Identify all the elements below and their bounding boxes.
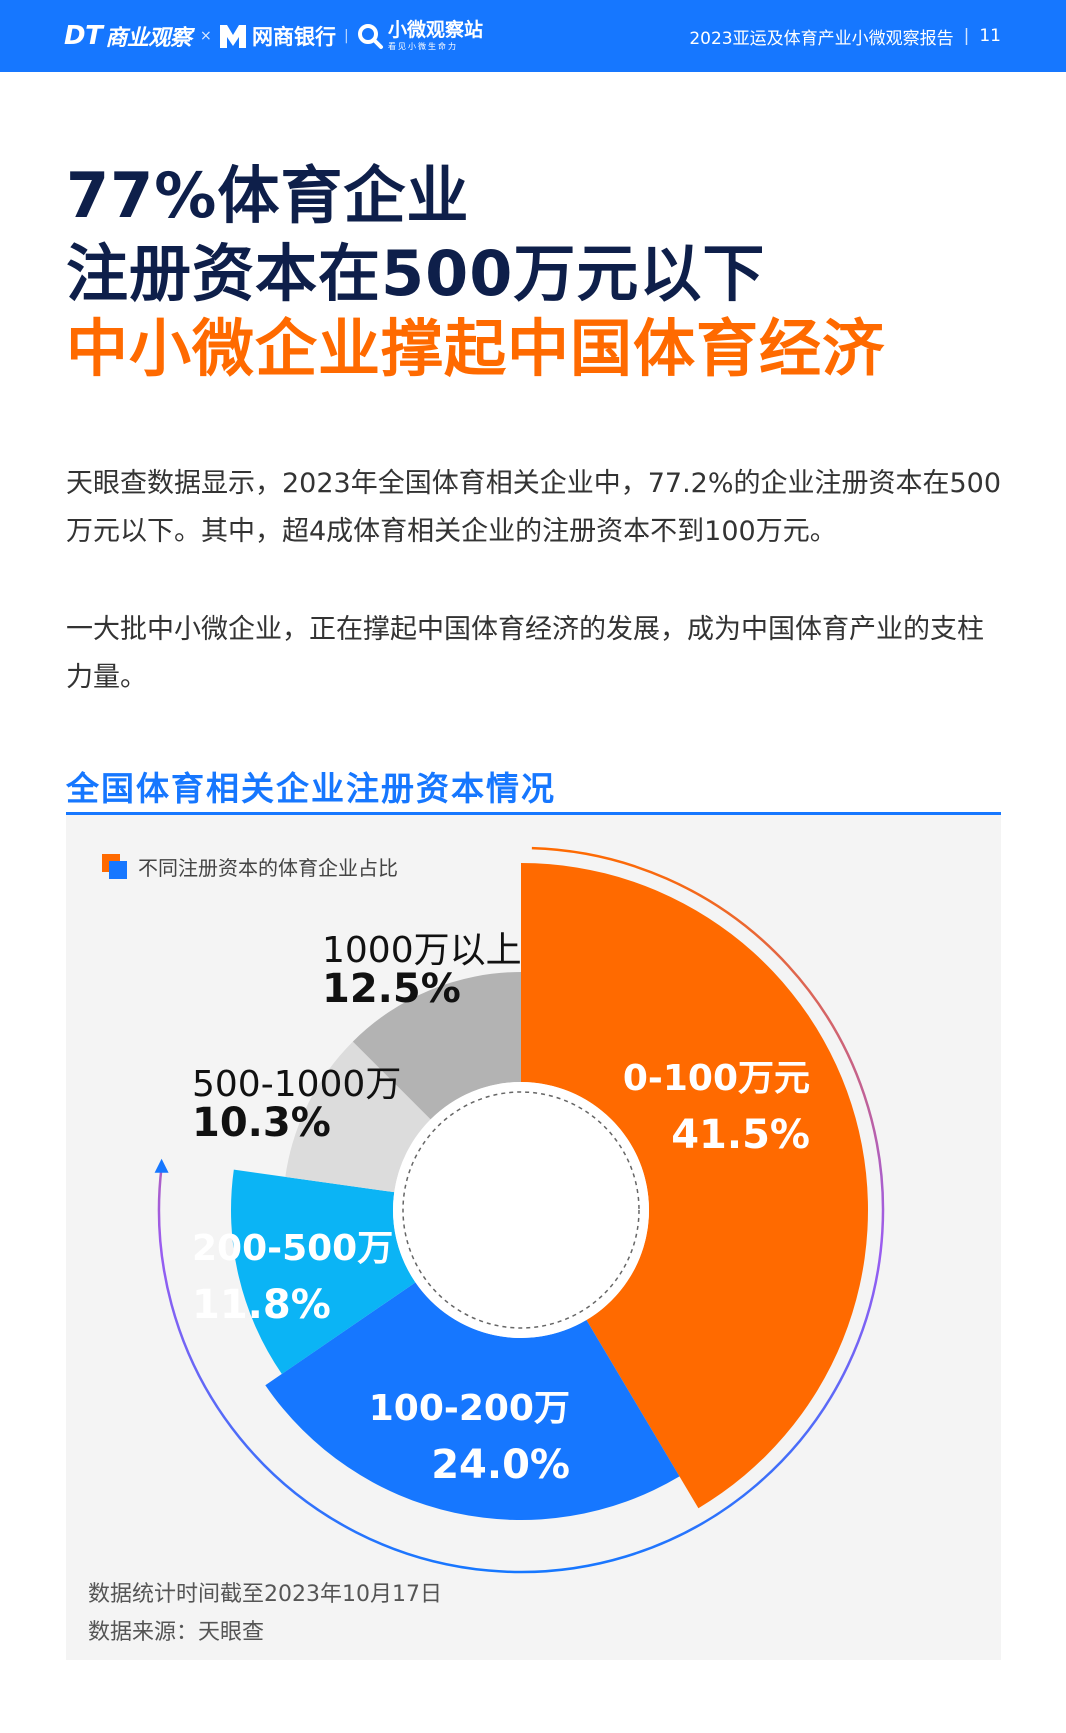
donut-slice-2 [230, 1169, 416, 1374]
xiaowei-logo-subtext: 看见小微生命力 [388, 42, 458, 51]
report-separator: | [963, 26, 970, 46]
headline-line-3: 中小微企业撑起中国体育经济 [66, 312, 886, 385]
slice-value-2: 11.8% [192, 1282, 331, 1328]
headline-line-1: 77%体育企业 [66, 159, 470, 232]
mybank-m-icon [220, 25, 246, 48]
slice-label-0: 0-100万元 [623, 1058, 810, 1099]
slice-value-1: 24.0% [431, 1442, 570, 1488]
legend-label: 不同注册资本的体育企业占比 [138, 856, 398, 880]
body-paragraph-2: 一大批中小微企业，正在撑起中国体育经济的发展，成为中国体育产业的支柱力量。 [66, 614, 984, 693]
body-paragraph-1: 天眼查数据显示，2023年全国体育相关企业中，77.2%的企业注册资本在500万… [66, 468, 1002, 547]
mybank-logo: 网商银行 [218, 0, 336, 72]
mybank-logo-text: 网商银行 [252, 25, 336, 49]
dt-logo-text: 商业观察 [105, 26, 192, 51]
page-number: 11 [979, 26, 1001, 46]
slice-value-3: 10.3% [192, 1100, 331, 1146]
slice-label-4: 1000万以上 [322, 930, 522, 971]
donut-slice-0 [521, 863, 868, 1509]
xiaowei-logo-text: 小微观察站 [388, 19, 484, 41]
dt-logo-mark: DT [64, 21, 103, 51]
outline-arrow-icon [154, 1158, 169, 1173]
xiaowei-logo: 小微观察站 看见小微生命力 [356, 0, 483, 72]
outline-arc [157, 846, 885, 1574]
donut-slice-1 [265, 1282, 680, 1520]
donut-dashed-ring [402, 1091, 640, 1329]
brand-separator-x: × [200, 28, 212, 44]
slice-value-4: 12.5% [322, 966, 461, 1012]
section-title: 全国体育相关企业注册资本情况 [66, 769, 556, 808]
header-bar: DT 商业观察 × 网商银行 | 小微观察站 看见小微生命力 2023亚运及体育… [0, 0, 1066, 72]
magnifier-icon [358, 24, 383, 49]
brand-separator-bar: | [344, 28, 349, 44]
slice-label-2: 200-500万 [192, 1228, 393, 1269]
data-source-note: 数据来源：天眼查 [88, 1620, 265, 1645]
report-info: 2023亚运及体育产业小微观察报告 | 11 [689, 0, 1001, 72]
dt-logo: DT 商业观察 [64, 0, 192, 72]
donut-hole [393, 1082, 649, 1338]
data-date-note: 数据统计时间截至2023年10月17日 [88, 1582, 442, 1607]
slice-value-0: 41.5% [671, 1112, 810, 1158]
slice-label-1: 100-200万 [369, 1388, 570, 1429]
legend-swatch-icon [102, 853, 128, 880]
chart-legend: 不同注册资本的体育企业占比 [102, 852, 398, 881]
headline-line-2: 注册资本在500万元以下 [66, 237, 766, 310]
section-underline [66, 812, 1001, 815]
slice-label-3: 500-1000万 [192, 1064, 401, 1105]
donut-slice-3 [285, 1041, 431, 1193]
report-title: 2023亚运及体育产业小微观察报告 [689, 28, 954, 49]
donut-slice-4 [352, 972, 521, 1120]
